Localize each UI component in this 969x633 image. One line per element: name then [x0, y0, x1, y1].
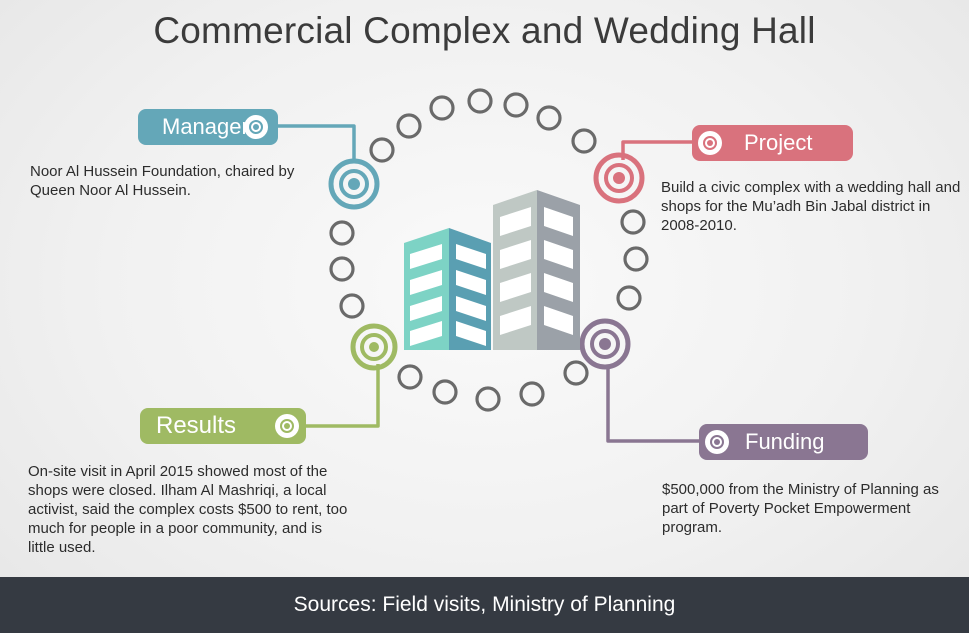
results-label-text: Results: [156, 412, 237, 439]
funding-target-icon: [579, 318, 631, 370]
ring-circle: [339, 293, 365, 319]
ring-circle: [369, 137, 395, 163]
ring-circle: [563, 360, 589, 386]
ring-circle: [397, 364, 423, 390]
ring-circle: [475, 386, 501, 412]
results-target-icon-small: [275, 414, 299, 438]
manager-target-icon-small: [244, 115, 268, 139]
manager-connector: [277, 124, 356, 162]
ring-circle: [616, 285, 642, 311]
project-label-text: Project: [744, 130, 813, 155]
ring-circle: [432, 379, 458, 405]
ring-circle: [519, 381, 545, 407]
ring-circle: [329, 220, 355, 246]
page-title: Commercial Complex and Wedding Hall: [153, 10, 816, 51]
results-description: On-site visit in April 2015 showed most …: [28, 463, 348, 556]
manager-target-icon: [328, 158, 380, 210]
project-description: Build a civic complex with a wedding hal…: [661, 179, 961, 234]
ring-circle: [467, 88, 493, 114]
project-label: Project: [692, 125, 853, 161]
results-connector: [305, 364, 380, 428]
project-target-icon: [593, 152, 645, 204]
ring-circle: [429, 95, 455, 121]
building-icon: [404, 190, 580, 350]
ring-circle: [536, 105, 562, 131]
funding-label-text: Funding: [745, 429, 825, 454]
circle-ring: [329, 88, 649, 412]
sources-footer: Sources: Field visits, Ministry of Plann…: [0, 577, 969, 633]
funding-target-icon-small: [705, 430, 729, 454]
funding-description: $500,000 from the Ministry of Planning a…: [662, 481, 939, 536]
results-label: Results: [140, 408, 306, 444]
funding-label: Funding: [699, 424, 868, 460]
ring-circle: [571, 128, 597, 154]
ring-circle: [623, 246, 649, 272]
ring-circle: [620, 209, 646, 235]
ring-circle: [329, 256, 355, 282]
complex-diagram: [277, 88, 701, 443]
funding-connector: [606, 367, 701, 443]
manager-label-text: Manager: [162, 114, 249, 139]
project-target-icon-small: [698, 131, 722, 155]
ring-circle: [503, 92, 529, 118]
results-target-icon: [350, 323, 398, 371]
manager-label: Manager: [138, 109, 278, 145]
ring-circle: [396, 113, 422, 139]
manager-description: Noor Al Hussein Foundation, chaired by Q…: [30, 163, 295, 199]
